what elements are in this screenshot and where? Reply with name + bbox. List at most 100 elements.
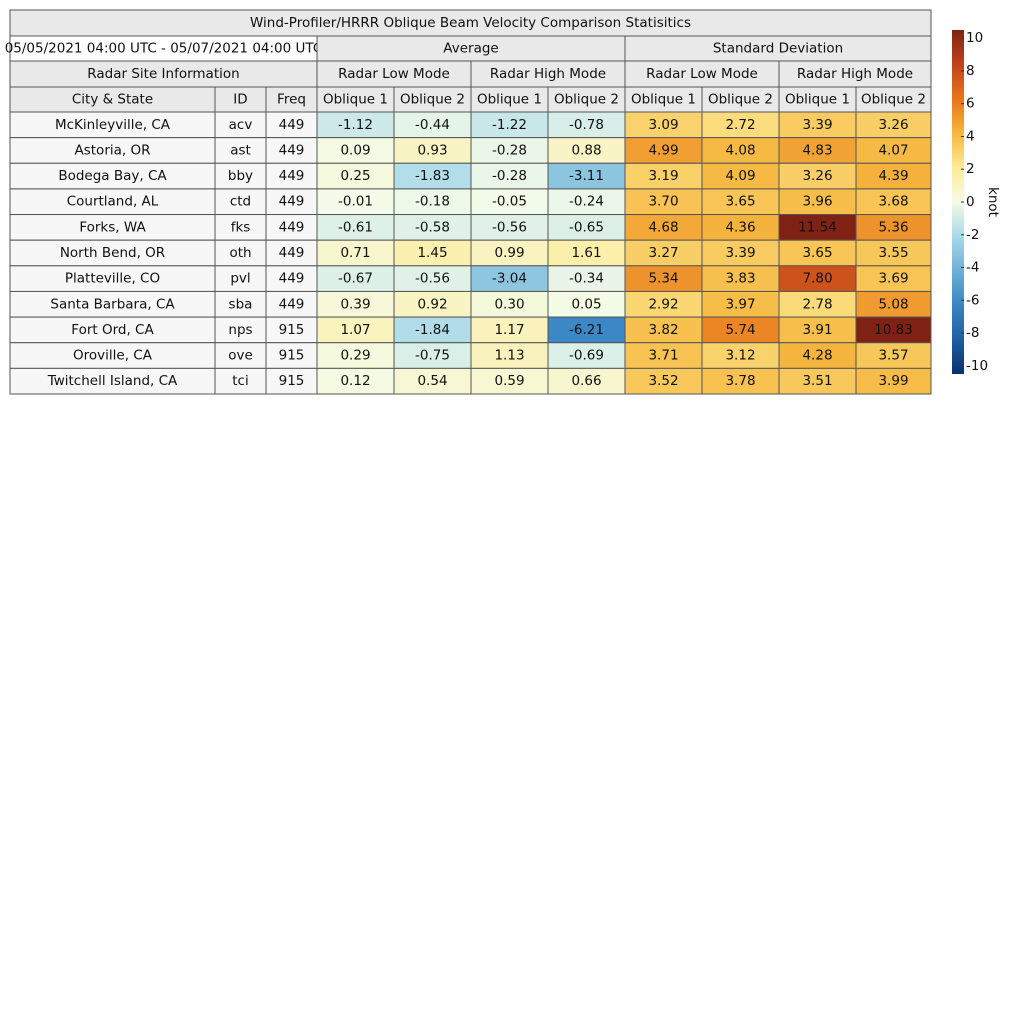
site-id: bby xyxy=(228,168,253,184)
value-cell xyxy=(624,214,703,241)
column-header-cell xyxy=(547,86,626,113)
site-freq: 449 xyxy=(279,219,305,235)
value: 4.68 xyxy=(648,219,678,235)
value-cell xyxy=(393,342,472,369)
site-name-cell xyxy=(9,188,216,216)
colorbar xyxy=(952,30,964,374)
mode-header: Radar High Mode xyxy=(490,66,606,82)
value: 2.72 xyxy=(725,117,755,133)
value: -1.12 xyxy=(338,117,373,133)
site-name-cell xyxy=(9,367,216,395)
column-header: Oblique 2 xyxy=(861,92,926,108)
column-header: Oblique 2 xyxy=(554,92,619,108)
value-cell xyxy=(316,342,395,369)
value-cell xyxy=(855,367,932,395)
site-id-cell xyxy=(214,188,267,216)
value: 3.83 xyxy=(725,271,755,287)
value: 0.09 xyxy=(340,142,370,158)
value: -0.34 xyxy=(569,271,604,287)
value-cell xyxy=(855,265,932,292)
site-name: North Bend, OR xyxy=(60,245,165,261)
column-header-cell xyxy=(701,86,780,113)
value-cell xyxy=(624,342,703,369)
value-cell xyxy=(701,214,780,241)
site-freq-cell xyxy=(265,265,318,292)
value: 3.97 xyxy=(725,296,755,312)
value-cell xyxy=(470,239,549,267)
group-header: Average xyxy=(443,41,498,57)
value: 0.54 xyxy=(417,373,447,389)
value-cell xyxy=(778,316,857,344)
value: 0.25 xyxy=(340,168,370,184)
site-name: Oroville, CA xyxy=(73,348,153,364)
value: -3.04 xyxy=(492,271,527,287)
value-cell xyxy=(316,214,395,241)
site-id: oth xyxy=(229,245,251,261)
value: 3.96 xyxy=(802,194,832,210)
value: 2.78 xyxy=(802,296,832,312)
value: 0.30 xyxy=(494,296,524,312)
value-cell xyxy=(701,265,780,292)
value: 0.71 xyxy=(340,245,370,261)
value: -1.83 xyxy=(415,168,450,184)
site-freq: 449 xyxy=(279,245,305,261)
mode-header: Radar High Mode xyxy=(797,66,913,82)
value-cell xyxy=(470,137,549,164)
value-cell xyxy=(393,162,472,190)
value: 0.93 xyxy=(417,142,447,158)
date-range-cell xyxy=(9,35,318,62)
value: 3.65 xyxy=(725,194,755,210)
value: -0.28 xyxy=(492,168,527,184)
site-freq: 449 xyxy=(279,296,305,312)
group-header-cell xyxy=(624,35,932,62)
value: 3.39 xyxy=(725,245,755,261)
value: -0.65 xyxy=(569,219,604,235)
value: 3.99 xyxy=(878,373,908,389)
site-id: tci xyxy=(232,373,248,389)
column-header: Oblique 2 xyxy=(708,92,773,108)
site-freq-cell xyxy=(265,111,318,139)
value: 1.17 xyxy=(494,322,524,338)
site-freq: 915 xyxy=(279,348,305,364)
site-name-cell xyxy=(9,342,216,369)
value-cell xyxy=(778,214,857,241)
value: -0.67 xyxy=(338,271,373,287)
site-name-cell xyxy=(9,162,216,190)
value: 1.13 xyxy=(494,348,524,364)
value: -3.11 xyxy=(569,168,604,184)
value-cell xyxy=(624,111,703,139)
column-header: Oblique 1 xyxy=(323,92,388,108)
value: 4.08 xyxy=(725,142,755,158)
value: -0.75 xyxy=(415,348,450,364)
value-cell xyxy=(393,290,472,318)
value: 4.39 xyxy=(878,168,908,184)
colorbar-tick-label: -8 xyxy=(966,325,979,341)
column-header: Oblique 1 xyxy=(785,92,850,108)
value: 3.70 xyxy=(648,194,678,210)
value: -0.18 xyxy=(415,194,450,210)
value: 4.09 xyxy=(725,168,755,184)
value: -1.84 xyxy=(415,322,450,338)
value-cell xyxy=(547,111,626,139)
colorbar-tick-label: -6 xyxy=(966,292,979,308)
value: -1.22 xyxy=(492,117,527,133)
value-cell xyxy=(547,367,626,395)
value: 5.08 xyxy=(878,296,908,312)
site-id: ctd xyxy=(230,194,251,210)
group-header-cell xyxy=(316,35,626,62)
value-cell xyxy=(316,239,395,267)
value: 5.74 xyxy=(725,322,755,338)
site-name: Astoria, OR xyxy=(75,142,151,158)
mode-header-cell xyxy=(624,60,780,88)
value-cell xyxy=(855,111,932,139)
site-freq: 449 xyxy=(279,271,305,287)
value: 3.52 xyxy=(648,373,678,389)
value: 3.57 xyxy=(878,348,908,364)
value-cell xyxy=(470,290,549,318)
value-cell xyxy=(624,239,703,267)
column-header: Oblique 1 xyxy=(477,92,542,108)
value: -0.24 xyxy=(569,194,604,210)
column-header-cell xyxy=(9,86,216,113)
value-cell xyxy=(701,162,780,190)
